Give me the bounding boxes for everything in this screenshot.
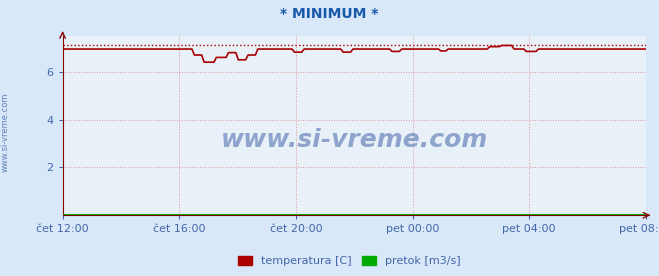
Legend: temperatura [C], pretok [m3/s]: temperatura [C], pretok [m3/s] <box>234 251 465 270</box>
Text: www.si-vreme.com: www.si-vreme.com <box>221 128 488 152</box>
Text: www.si-vreme.com: www.si-vreme.com <box>1 93 10 172</box>
Text: * MINIMUM *: * MINIMUM * <box>280 7 379 21</box>
